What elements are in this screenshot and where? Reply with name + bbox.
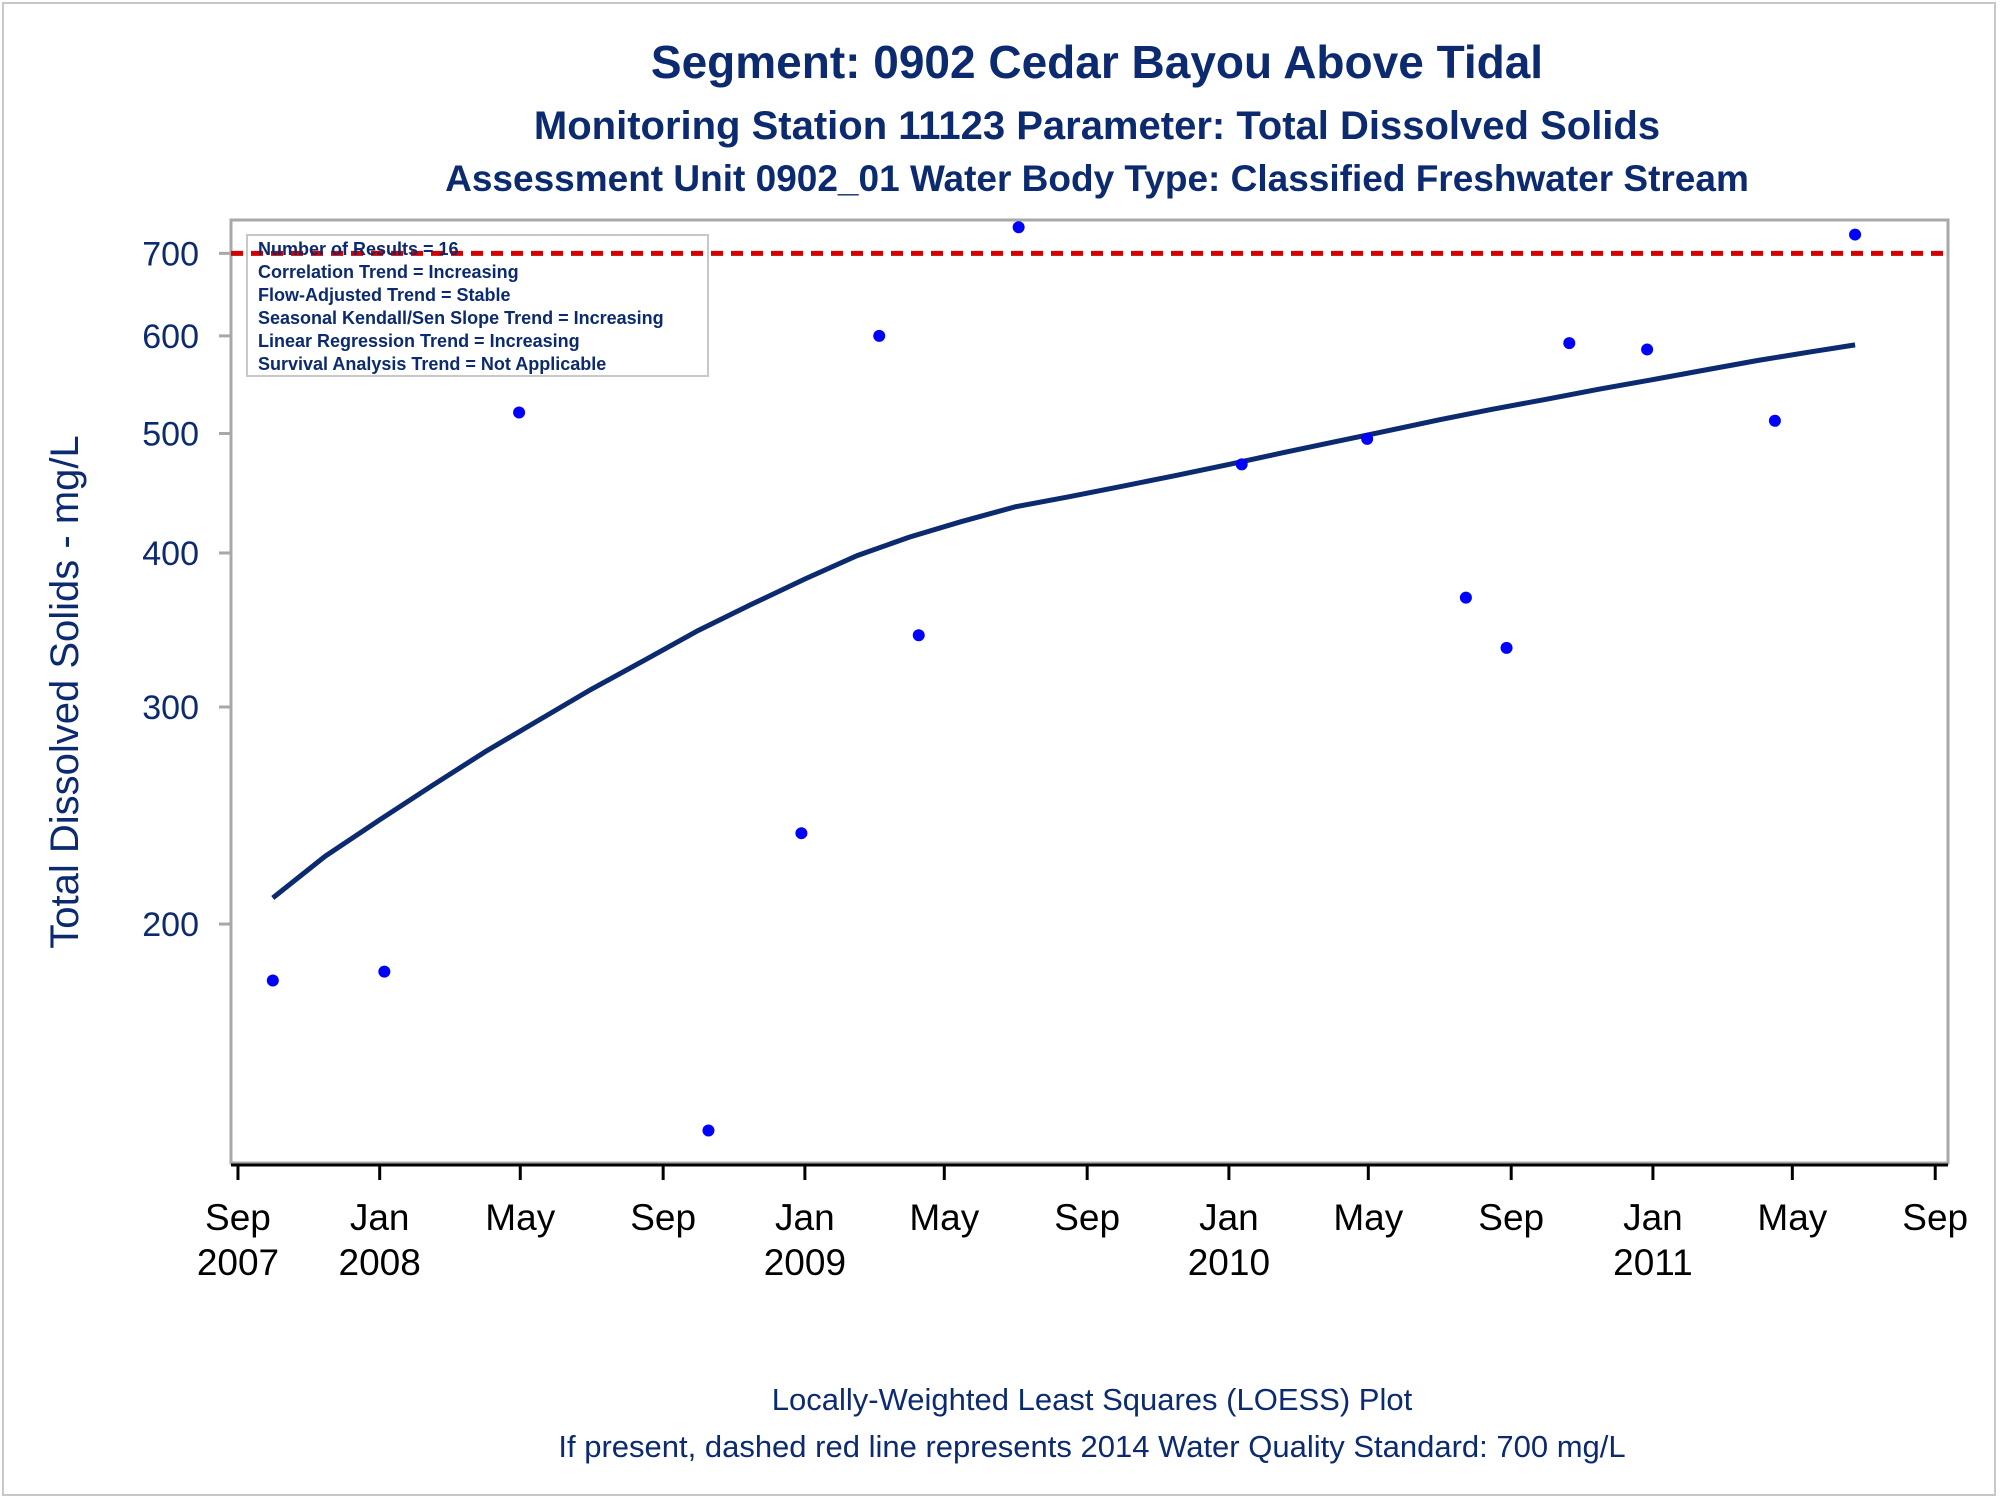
y-tick-label: 400	[142, 535, 199, 573]
stats-box	[246, 234, 709, 377]
x-tick-label: Jan	[350, 1197, 410, 1238]
chart-subtitle-2: Assessment Unit 0902_01 Water Body Type:…	[445, 158, 1749, 199]
y-axis: 200 300 400 500 600 700	[142, 235, 231, 944]
data-points	[266, 221, 1862, 1137]
x-tick-label: Jan	[775, 1197, 835, 1238]
x-tick-label: Jan	[1623, 1197, 1683, 1238]
data-point	[1235, 458, 1248, 471]
x-year-label: 2007	[197, 1242, 279, 1283]
data-point	[1641, 343, 1654, 356]
x-tick-label: Sep	[1478, 1197, 1544, 1238]
x-tick-label: May	[1757, 1197, 1827, 1238]
x-tick-label: Sep	[1902, 1197, 1968, 1238]
data-point	[513, 406, 526, 419]
data-point	[1500, 641, 1513, 654]
stats-line: Linear Regression Trend = Increasing	[258, 331, 580, 351]
chart-subtitle: Monitoring Station 11123 Parameter: Tota…	[534, 104, 1660, 148]
x-tick-label: Jan	[1199, 1197, 1259, 1238]
chart-title: Segment: 0902 Cedar Bayou Above Tidal	[651, 36, 1543, 88]
y-tick-label: 700	[142, 235, 199, 273]
y-tick-label: 600	[142, 318, 199, 356]
footnote-1: Locally-Weighted Least Squares (LOESS) P…	[772, 1382, 1413, 1417]
data-point	[1768, 414, 1781, 427]
data-point	[912, 629, 925, 642]
y-tick-label: 200	[142, 906, 199, 944]
data-point	[873, 329, 886, 342]
stats-line: Survival Analysis Trend = Not Applicable	[258, 354, 606, 374]
data-point	[1459, 591, 1472, 604]
y-axis-label: Total Dissolved Solids - mg/L	[43, 435, 87, 949]
stats-line: Seasonal Kendall/Sen Slope Trend = Incre…	[258, 308, 664, 328]
loess-line	[271, 342, 1856, 900]
x-tick-label: Sep	[205, 1197, 271, 1238]
y-tick-label: 500	[142, 415, 199, 453]
x-year-label: 2008	[339, 1242, 421, 1283]
data-point	[1849, 228, 1862, 241]
data-point	[1361, 432, 1374, 445]
data-point	[266, 974, 279, 987]
x-tick-label: May	[1333, 1197, 1403, 1238]
stats-line: Correlation Trend = Increasing	[258, 262, 519, 282]
x-year-label: 2010	[1188, 1242, 1270, 1283]
data-point	[1012, 221, 1025, 234]
stats-line: Number of Results = 16	[258, 239, 459, 259]
x-tick-label: Sep	[630, 1197, 696, 1238]
stats-lines: Number of Results = 16 Correlation Trend …	[258, 239, 664, 374]
data-point	[1563, 337, 1576, 350]
y-tick-label: 300	[142, 689, 199, 727]
x-year-label: 2009	[764, 1242, 846, 1283]
footnote-2: If present, dashed red line represents 2…	[558, 1429, 1625, 1464]
data-point	[378, 965, 391, 978]
plot-area	[229, 218, 1950, 1165]
x-year-label: 2011	[1613, 1242, 1693, 1283]
stats-line: Flow-Adjusted Trend = Stable	[258, 285, 511, 305]
x-tick-label: May	[909, 1197, 979, 1238]
x-tick-label: May	[485, 1197, 555, 1238]
data-point	[702, 1124, 715, 1137]
data-point	[795, 827, 808, 840]
x-tick-label: Sep	[1054, 1197, 1120, 1238]
